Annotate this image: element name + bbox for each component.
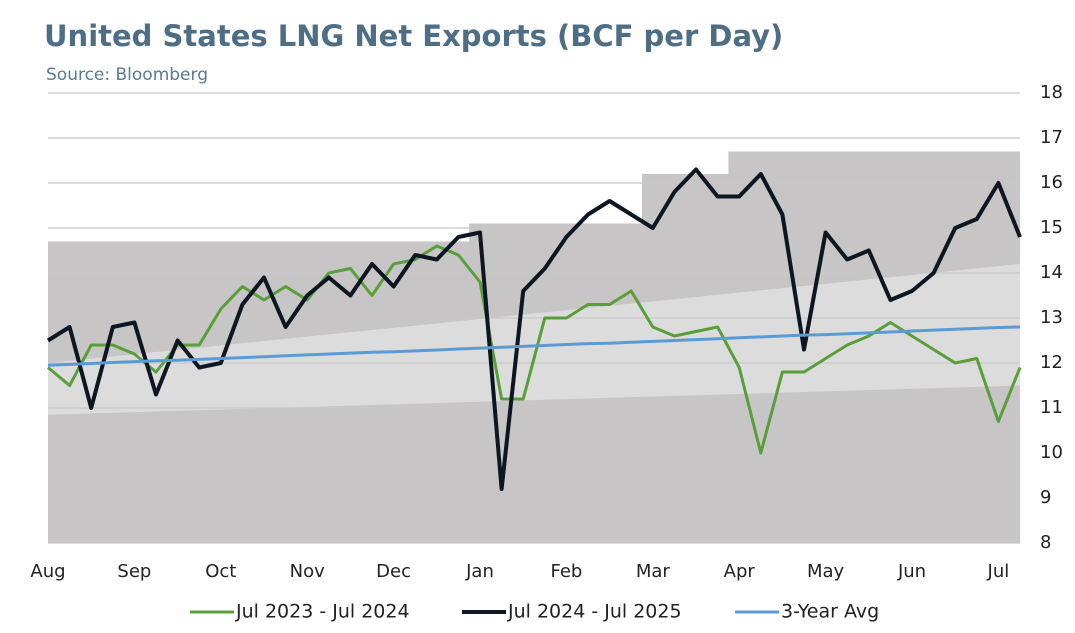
x-tick-label: Dec	[376, 561, 411, 582]
x-tick-label: Jul	[987, 561, 1010, 582]
series-line	[47, 325, 1021, 367]
y-tick-label: 16	[1040, 172, 1063, 193]
legend-label: Jul 2023 - Jul 2024	[235, 601, 410, 623]
y-tick-label: 14	[1040, 262, 1063, 283]
x-tick-label: Feb	[550, 561, 582, 582]
x-tick-label: Oct	[205, 561, 236, 582]
y-tick-label: 17	[1040, 127, 1063, 148]
x-tick-label: Jan	[465, 561, 494, 582]
y-tick-label: 18	[1040, 82, 1063, 103]
legend-label: 3-Year Avg	[781, 601, 879, 623]
y-tick-label: 8	[1040, 532, 1051, 553]
x-tick-label: Sep	[117, 561, 151, 582]
x-tick-label: Apr	[724, 561, 756, 582]
series-line	[46, 167, 1022, 491]
x-tick-label: May	[807, 561, 845, 582]
inner-band	[48, 264, 1020, 415]
y-tick-label: 13	[1040, 307, 1063, 328]
chart-title: United States LNG Net Exports (BCF per D…	[44, 19, 783, 53]
legend-label: Jul 2024 - Jul 2025	[507, 601, 682, 623]
chart-subtitle: Source: Bloomberg	[46, 65, 208, 85]
x-tick-label: Jun	[897, 561, 926, 582]
x-tick-label: Mar	[636, 561, 671, 582]
x-tick-label: Nov	[290, 561, 325, 582]
y-tick-label: 15	[1040, 217, 1063, 238]
x-tick-label: Aug	[30, 561, 65, 582]
y-tick-label: 11	[1040, 397, 1063, 418]
y-tick-label: 12	[1040, 352, 1063, 373]
series-line	[47, 244, 1022, 455]
y-tick-label: 10	[1040, 442, 1063, 463]
y-tick-label: 9	[1040, 487, 1051, 508]
